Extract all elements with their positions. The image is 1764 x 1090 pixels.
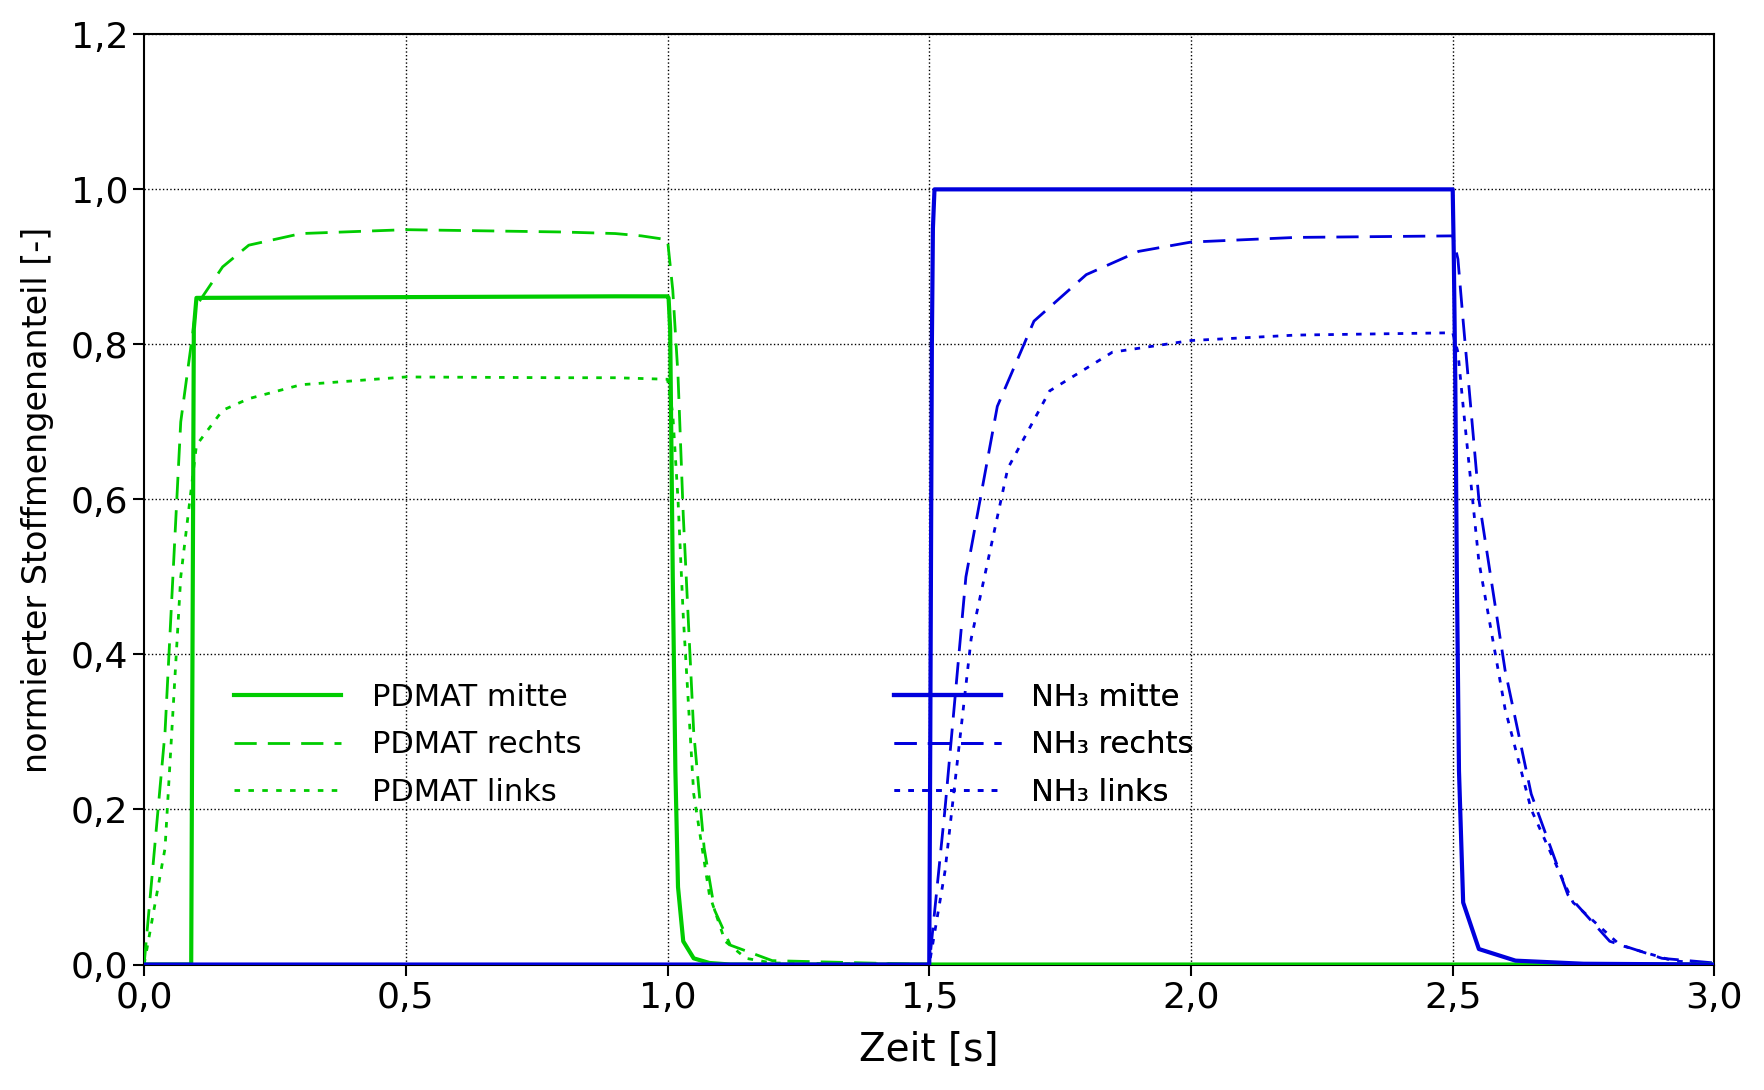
- Y-axis label: normierter Stoffmengenanteil [-]: normierter Stoffmengenanteil [-]: [21, 227, 55, 773]
- Legend: NH₃ mitte, NH₃ rechts, NH₃ links: NH₃ mitte, NH₃ rechts, NH₃ links: [882, 671, 1207, 819]
- X-axis label: Zeit [s]: Zeit [s]: [859, 1031, 998, 1069]
